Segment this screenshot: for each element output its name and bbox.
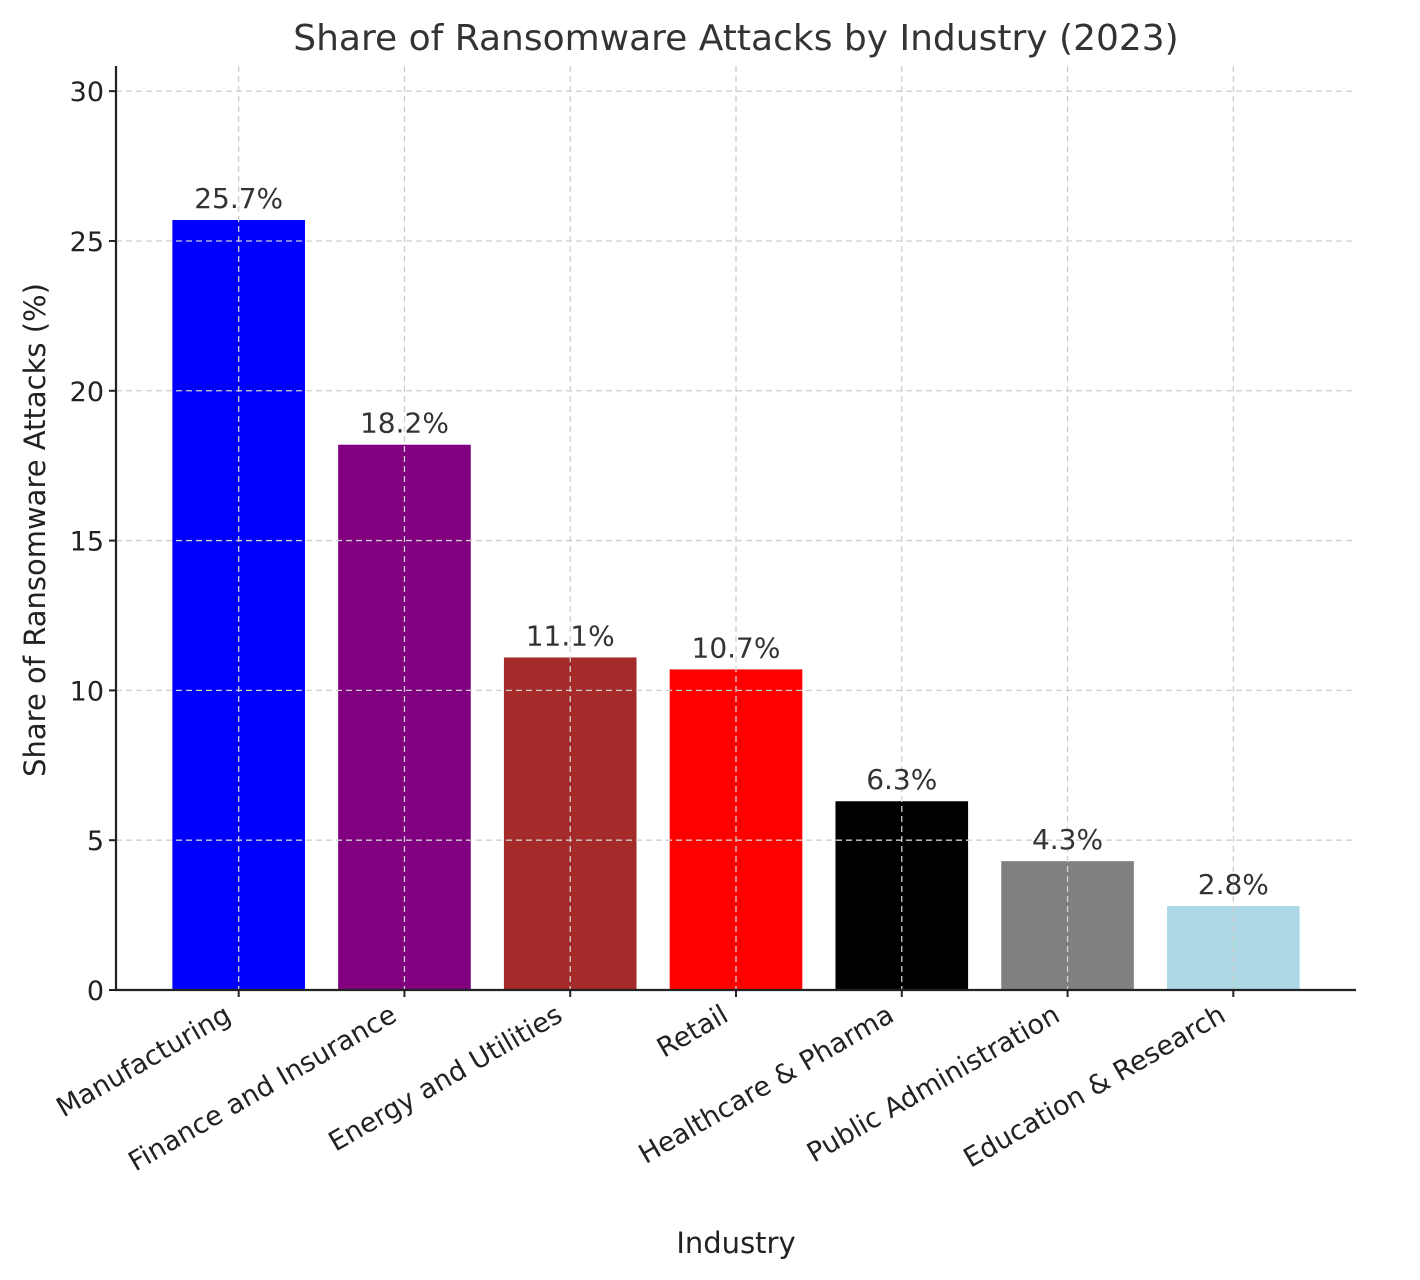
x-axis-label: Industry <box>676 1226 795 1260</box>
data-label: 2.8% <box>1198 868 1269 901</box>
chart-title: Share of Ransomware Attacks by Industry … <box>293 18 1178 59</box>
x-tick-label: Education & Research <box>959 999 1231 1174</box>
y-axis-label: Share of Ransomware Attacks (%) <box>18 283 52 777</box>
x-tick-label: Finance and Insurance <box>123 999 402 1178</box>
data-label: 18.2% <box>360 407 449 440</box>
y-tick-label: 30 <box>70 77 104 108</box>
y-tick-label: 25 <box>70 227 104 258</box>
data-label: 10.7% <box>692 631 781 664</box>
bar-energy-and-utilities <box>503 657 637 990</box>
y-tick-label: 10 <box>70 676 104 707</box>
data-label: 6.3% <box>866 763 937 796</box>
y-tick-label: 5 <box>87 826 104 857</box>
y-tick-label: 20 <box>70 377 104 408</box>
data-label: 11.1% <box>526 619 615 652</box>
data-label: 4.3% <box>1032 823 1103 856</box>
x-tick-label: Retail <box>652 999 734 1064</box>
y-axis-ticks: 0 5 10 15 20 25 30 <box>70 77 116 1007</box>
data-labels: 25.7% 18.2% 11.1% 10.7% 6.3% 4.3% 2.8% <box>194 182 1269 901</box>
y-tick-label: 0 <box>87 976 104 1007</box>
y-tick-label: 15 <box>70 527 104 558</box>
bar-manufacturing <box>172 220 305 990</box>
bars <box>172 220 1300 991</box>
data-label: 25.7% <box>194 182 283 215</box>
